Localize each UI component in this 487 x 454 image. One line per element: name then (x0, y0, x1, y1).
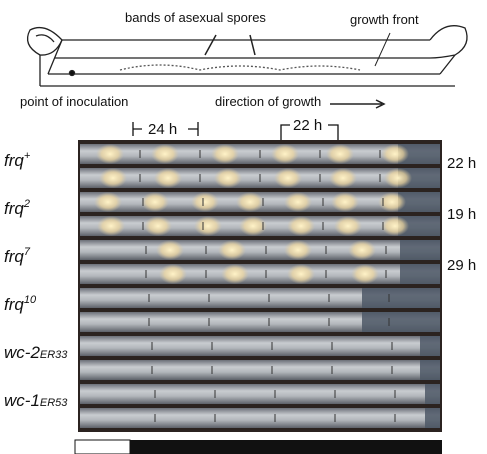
gene: frq (4, 295, 24, 314)
spore-band (141, 192, 169, 212)
unfilled-tube (400, 240, 440, 260)
strain-label: frq+ (4, 150, 31, 170)
spore-band (191, 192, 219, 212)
allele: ER33 (40, 349, 68, 361)
spore-band (381, 144, 409, 164)
scale-label: 24 h (148, 121, 177, 138)
spore-band (236, 192, 264, 212)
gene: wc-2 (4, 343, 40, 362)
period-label: 29 h (447, 257, 476, 274)
spore-band (331, 192, 359, 212)
race-tube (80, 360, 440, 380)
unfilled-tube (425, 384, 440, 404)
spore-band (326, 144, 354, 164)
period-label: 19 h (447, 206, 476, 223)
strain-label: frq7 (4, 246, 31, 266)
front-label: growth front (350, 12, 419, 27)
scale-label: 22 h (293, 117, 322, 134)
strain-label: wc-2ER33 (4, 343, 68, 362)
allele: ER53 (40, 397, 68, 409)
spore-band (221, 264, 249, 284)
unfilled-tube (420, 336, 440, 356)
spore-band (94, 192, 122, 212)
light-bar (75, 440, 130, 454)
allele: + (24, 150, 31, 162)
unfilled-tube (420, 360, 440, 380)
spore-band (96, 144, 124, 164)
spore-band (284, 192, 312, 212)
spore-band (154, 168, 182, 188)
spore-band (218, 240, 246, 260)
unfilled-tube (425, 408, 440, 428)
race-tube (80, 384, 440, 404)
spore-band (156, 240, 184, 260)
gene: wc-1 (4, 391, 40, 410)
unfilled-tube (362, 312, 440, 332)
race-tube (80, 336, 440, 356)
spore-band (384, 168, 412, 188)
spore-band (211, 144, 239, 164)
unfilled-tube (400, 264, 440, 284)
gene: frq (4, 151, 24, 170)
spore-band (329, 168, 357, 188)
spore-band (287, 264, 315, 284)
allele: 2 (23, 198, 30, 210)
spore-band (144, 216, 172, 236)
spore-band (348, 240, 376, 260)
period-label: 22 h (447, 155, 476, 172)
spore-band (334, 216, 362, 236)
race-tube (80, 408, 440, 428)
spore-band (214, 168, 242, 188)
allele: 10 (24, 294, 37, 306)
spore-band (194, 216, 222, 236)
spore-band (99, 168, 127, 188)
spore-band (287, 216, 315, 236)
spore-band (284, 240, 312, 260)
spore-band (274, 168, 302, 188)
dark-bar (130, 440, 442, 454)
strain-label: frq2 (4, 198, 30, 218)
gene: frq (4, 247, 24, 266)
allele: 7 (24, 246, 31, 258)
figure: bands of asexual spores growth front poi… (0, 0, 487, 454)
inoculation-label: point of inoculation (20, 94, 128, 109)
gene: frq (4, 199, 24, 218)
bands-label: bands of asexual spores (125, 10, 266, 25)
strain-label: frq10 (4, 294, 37, 314)
direction-label: direction of growth (215, 94, 321, 109)
spore-band (159, 264, 187, 284)
spore-band (97, 216, 125, 236)
spore-band (378, 192, 406, 212)
strain-label: wc-1ER53 (4, 391, 68, 410)
unfilled-tube (362, 288, 440, 308)
spore-band (271, 144, 299, 164)
spore-band (151, 144, 179, 164)
spore-band (351, 264, 379, 284)
spore-band (381, 216, 409, 236)
